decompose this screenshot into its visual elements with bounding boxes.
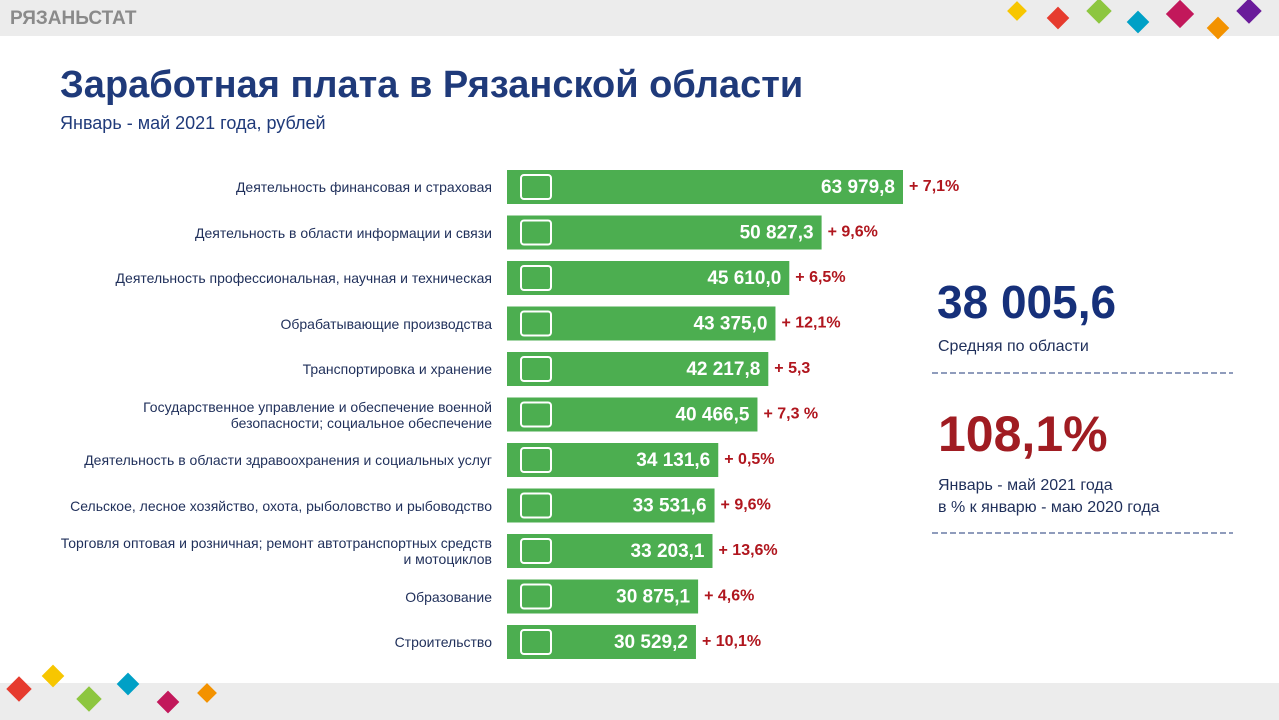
category-label: Транспортировка и хранение — [302, 361, 492, 377]
index-label: в % к январю - маю 2020 года — [938, 499, 1160, 516]
average-label: Средняя по области — [938, 338, 1089, 355]
bar-icon — [520, 401, 552, 428]
category-label: Обрабатывающие производства — [280, 315, 492, 332]
change-label: + 13,6% — [719, 542, 778, 559]
value-label: 30 529,2 — [614, 632, 688, 653]
change-label: + 10,1% — [702, 633, 761, 650]
change-label: + 9,6% — [828, 224, 878, 241]
bottom-band — [0, 683, 1279, 720]
change-label: + 0,5% — [724, 451, 774, 468]
bar — [507, 261, 790, 295]
change-label: + 7,1% — [909, 178, 959, 195]
bar-icon — [520, 629, 552, 655]
change-label: + 12,1% — [781, 315, 840, 332]
bar-icon — [520, 356, 552, 382]
value-label: 33 531,6 — [633, 496, 707, 517]
category-label: Деятельность в области информации и связ… — [195, 224, 492, 241]
value-label: 63 979,8 — [821, 177, 895, 198]
value-label: 40 466,5 — [675, 405, 749, 426]
bar — [507, 215, 822, 250]
chart-title: Заработная плата в Рязанской области — [60, 64, 803, 106]
bar-icon — [520, 447, 552, 473]
change-label: + 6,5% — [795, 269, 845, 286]
bar — [507, 170, 903, 204]
index-label: Январь - май 2021 года — [938, 477, 1113, 494]
category-label: Образование — [405, 588, 492, 605]
category-label: Государственное управление и обеспечение… — [143, 398, 492, 431]
value-label: 30 875,1 — [616, 587, 690, 608]
value-label: 45 610,0 — [707, 268, 781, 289]
change-label: + 9,6% — [721, 497, 771, 514]
category-label: Сельское, лесное хозяйство, охота, рыбол… — [70, 497, 492, 514]
average-value: 38 005,6 — [937, 276, 1116, 328]
bar-icon — [520, 538, 552, 564]
change-label: + 7,3 % — [763, 406, 818, 423]
value-label: 42 217,8 — [686, 359, 760, 380]
brand: РЯЗАНЬСТАТ — [10, 8, 137, 29]
category-label: Торговля оптовая и розничная; ремонт авт… — [60, 535, 492, 567]
chart-subtitle: Январь - май 2021 года, рублей — [60, 113, 326, 133]
value-label: 33 203,1 — [631, 541, 705, 562]
top-band — [0, 0, 1279, 36]
bar-icon — [520, 219, 552, 246]
value-label: 43 375,0 — [693, 314, 767, 335]
change-label: + 4,6% — [704, 588, 754, 605]
category-label: Строительство — [394, 634, 492, 650]
bar-icon — [520, 583, 552, 610]
value-label: 34 131,6 — [636, 450, 710, 471]
category-label: Деятельность профессиональная, научная и… — [115, 270, 492, 286]
value-label: 50 827,3 — [740, 223, 814, 244]
bar-icon — [520, 265, 552, 291]
bar-icon — [520, 492, 552, 519]
index-value: 108,1% — [938, 406, 1108, 462]
bar-icon — [520, 174, 552, 200]
category-label: Деятельность финансовая и страховая — [235, 179, 492, 195]
bar-icon — [520, 310, 552, 337]
change-label: + 5,3 — [774, 360, 810, 377]
category-label: Деятельность в области здравоохранения и… — [84, 452, 492, 468]
